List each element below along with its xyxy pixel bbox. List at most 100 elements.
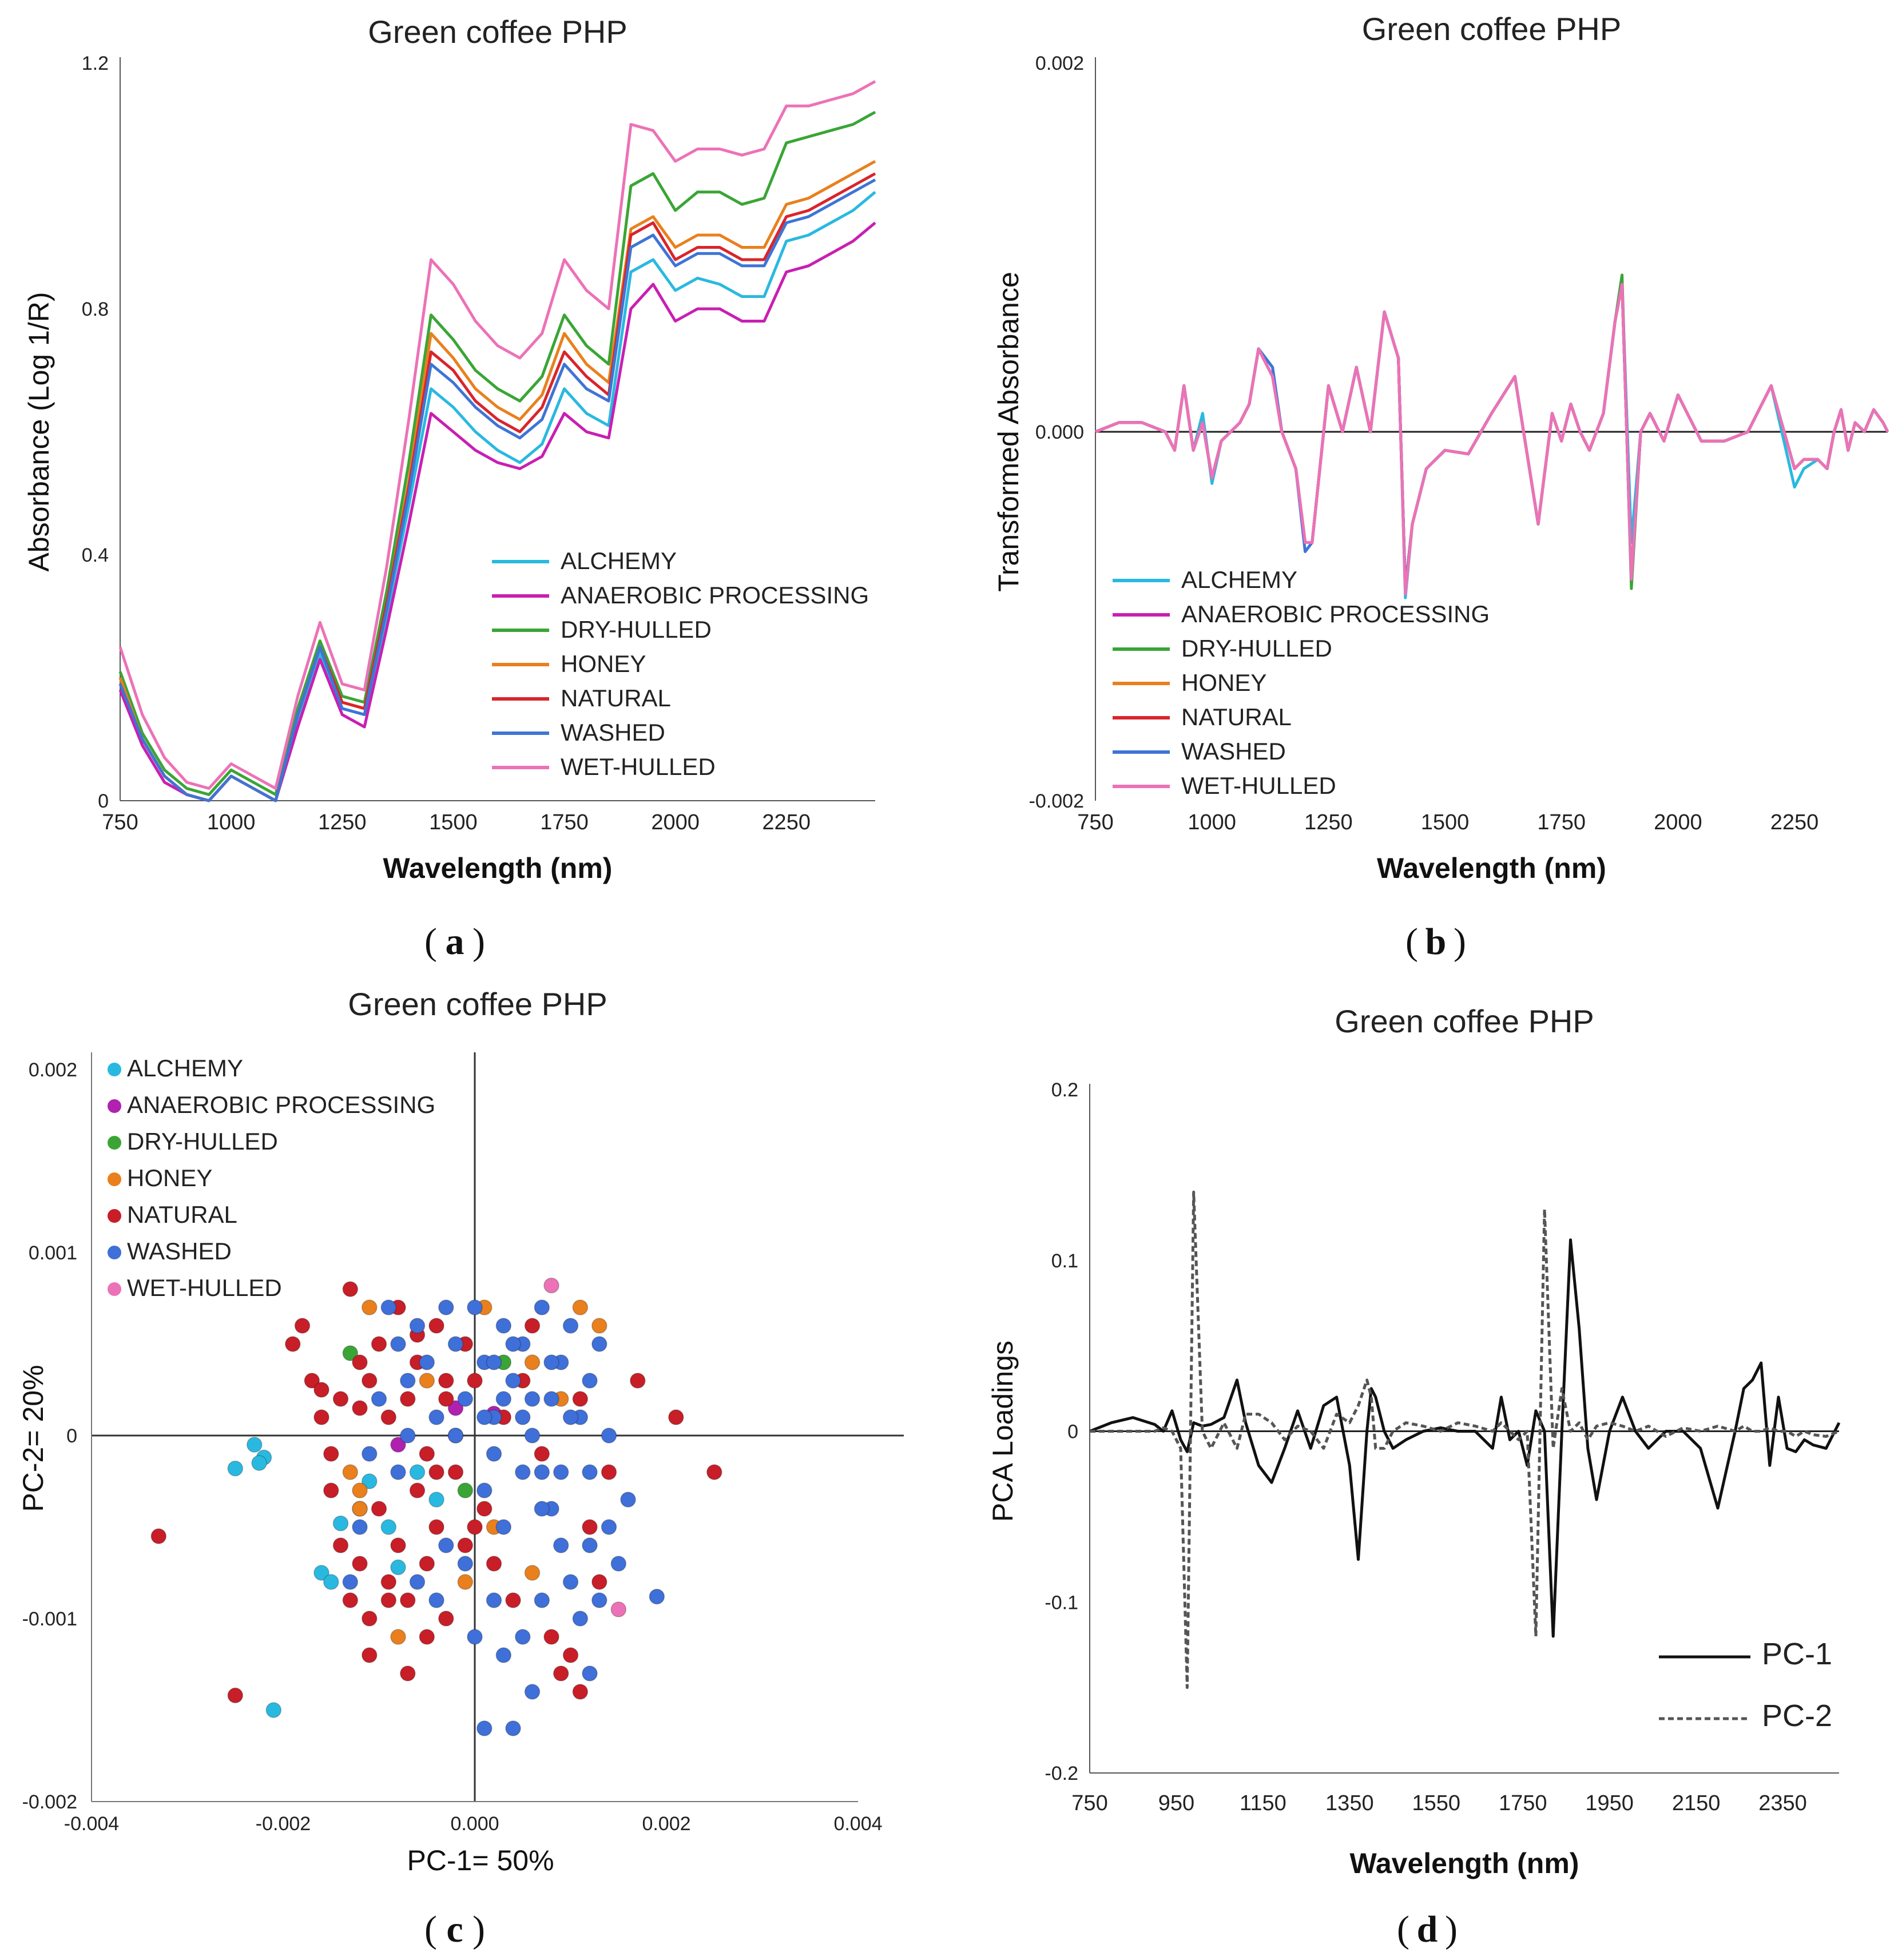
series-line-natural xyxy=(118,172,876,802)
legend-marker-honey xyxy=(106,1171,122,1187)
point-washed xyxy=(582,1537,598,1553)
panel-label-letter: a xyxy=(446,921,464,963)
point-natural xyxy=(457,1537,474,1553)
point-natural xyxy=(313,1382,329,1398)
point-natural xyxy=(706,1464,722,1480)
point-natural xyxy=(380,1592,397,1608)
x-tick-label: 0.000 xyxy=(450,1813,499,1835)
legend-label-dry-hulled: DRY-HULLED xyxy=(561,616,712,643)
point-natural xyxy=(582,1519,598,1535)
point-alchemy xyxy=(390,1559,406,1576)
point-honey xyxy=(591,1318,607,1334)
point-washed xyxy=(582,1373,598,1389)
x-tick-label: 1000 xyxy=(207,810,256,834)
point-natural xyxy=(630,1373,646,1389)
point-washed xyxy=(447,1428,464,1444)
y-axis-label: PC-2= 20% xyxy=(17,1365,49,1512)
point-natural xyxy=(467,1519,483,1535)
y-tick-label: 0.2 xyxy=(1051,1079,1078,1101)
point-washed xyxy=(495,1391,512,1407)
point-honey xyxy=(457,1574,474,1590)
point-alchemy xyxy=(323,1574,339,1590)
point-washed xyxy=(505,1373,521,1389)
legend-label-anaerobic-processing: ANAEROBIC PROCESSING xyxy=(561,582,869,609)
x-tick-label: 750 xyxy=(1077,810,1113,834)
point-washed xyxy=(534,1464,550,1480)
point-washed xyxy=(438,1537,454,1553)
y-tick-label: 0.8 xyxy=(82,299,109,320)
panel-label-close-paren: ) xyxy=(1445,1909,1458,1950)
point-alchemy xyxy=(227,1460,244,1477)
series-line-alchemy xyxy=(1095,283,1889,599)
point-washed xyxy=(419,1354,435,1370)
point-natural xyxy=(419,1556,435,1572)
point-honey xyxy=(342,1464,359,1480)
point-washed xyxy=(477,1482,493,1498)
point-washed xyxy=(620,1492,636,1508)
point-washed xyxy=(505,1720,521,1736)
panel-label-open-paren: ( xyxy=(1397,1909,1409,1950)
point-honey xyxy=(352,1501,368,1517)
y-tick-label: 0.002 xyxy=(29,1059,77,1081)
series-line-anaerobic-processing xyxy=(1095,283,1889,590)
point-washed xyxy=(562,1409,579,1425)
y-tick-label: -0.002 xyxy=(1029,790,1084,812)
point-natural xyxy=(543,1629,559,1645)
x-tick-label: 1550 xyxy=(1412,1791,1461,1815)
point-washed xyxy=(524,1391,541,1407)
point-washed xyxy=(362,1446,378,1462)
legend-label-washed: WASHED xyxy=(1181,738,1286,765)
point-washed xyxy=(543,1354,559,1370)
x-tick-label: 1350 xyxy=(1325,1791,1374,1815)
point-natural xyxy=(332,1391,349,1407)
legend-label-anaerobic-processing: ANAEROBIC PROCESSING xyxy=(127,1091,435,1118)
point-washed xyxy=(400,1373,416,1389)
point-washed xyxy=(342,1574,359,1590)
y-tick-label: 0.001 xyxy=(29,1242,77,1264)
panel-c-pca-scores-chart: Green coffee PHP-0.004 -0.002 0.000 0.002 0.… xyxy=(17,986,904,1876)
y-tick-label: -0.002 xyxy=(22,1791,77,1813)
y-tick-label: 0 xyxy=(98,790,109,812)
x-axis-label: Wavelength (nm) xyxy=(1350,1847,1579,1879)
point-natural xyxy=(562,1647,579,1663)
y-tick-label: 0.4 xyxy=(82,544,109,566)
point-natural xyxy=(390,1537,406,1553)
point-washed xyxy=(457,1556,474,1572)
point-honey xyxy=(390,1629,406,1645)
y-tick-label: 0 xyxy=(66,1425,77,1447)
point-washed xyxy=(409,1318,426,1334)
legend-label-honey: HONEY xyxy=(127,1164,212,1191)
point-honey xyxy=(362,1299,378,1315)
legend-marker-dry-hulled xyxy=(106,1135,122,1151)
panel-label-open-paren: ( xyxy=(424,921,437,963)
point-honey xyxy=(419,1373,435,1389)
point-washed xyxy=(649,1588,665,1605)
point-washed xyxy=(524,1428,541,1444)
point-alchemy xyxy=(265,1702,282,1718)
point-washed xyxy=(477,1409,493,1425)
legend-label-wet-hulled: WET-HULLED xyxy=(127,1274,282,1301)
point-washed xyxy=(486,1446,502,1462)
point-natural xyxy=(419,1446,435,1462)
x-tick-label: 1500 xyxy=(429,810,478,834)
panel-label-d: (d) xyxy=(1397,1909,1458,1950)
point-natural xyxy=(332,1537,349,1553)
panel-label-b: (b) xyxy=(1405,921,1466,963)
y-tick-label: -0.001 xyxy=(22,1608,77,1630)
legend-label-alchemy: ALCHEMY xyxy=(561,547,677,574)
point-washed xyxy=(438,1299,454,1315)
point-natural xyxy=(362,1373,378,1389)
point-natural xyxy=(438,1373,454,1389)
panel-b-transformed-chart: Green coffee PHP 750 1000 1250 1500 1750 2000 2… xyxy=(992,11,1889,884)
point-washed xyxy=(562,1318,579,1334)
point-natural xyxy=(591,1574,607,1590)
panel-label-letter: d xyxy=(1417,1909,1438,1950)
point-washed xyxy=(562,1574,579,1590)
point-washed xyxy=(601,1519,617,1535)
point-natural xyxy=(342,1592,359,1608)
series-line-washed xyxy=(118,178,876,802)
point-dry-hulled xyxy=(457,1482,474,1498)
panel-label-close-paren: ) xyxy=(472,1909,485,1950)
point-natural xyxy=(227,1687,244,1704)
x-tick-label: 1250 xyxy=(318,810,367,834)
